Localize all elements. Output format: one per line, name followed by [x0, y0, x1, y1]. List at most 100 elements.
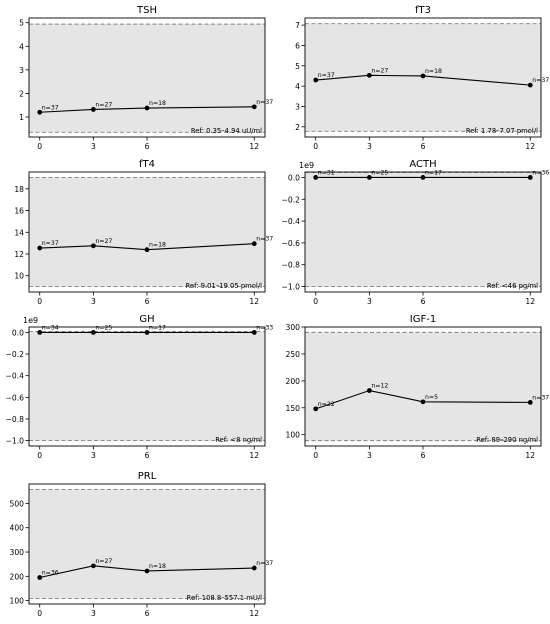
data-point: [527, 82, 533, 88]
x-tick-label: 12: [249, 297, 259, 306]
chart-title: IGF-1: [410, 314, 436, 325]
data-point: [420, 399, 426, 405]
x-tick-label: 3: [367, 142, 372, 151]
y-tick-label: −0.4: [282, 217, 301, 226]
y-tick-label: −0.6: [282, 239, 301, 248]
series-line: [315, 74, 531, 86]
reference-band: [29, 489, 265, 599]
reference-label: Ref: <8 ng/ml: [215, 436, 262, 444]
x-tick-label: 12: [525, 142, 535, 151]
chart-title: PRL: [138, 471, 157, 482]
x-tick-label: 0: [37, 297, 42, 306]
y-tick-label: 200: [286, 377, 301, 386]
x-tick-label: 3: [91, 142, 96, 151]
y-tick-label: 5: [295, 62, 300, 71]
y-tick-label: 0.0: [12, 328, 24, 337]
point-label: n=18: [425, 68, 442, 75]
y-tick-label: −0.8: [282, 261, 301, 270]
y-tick-label: 4: [19, 42, 24, 51]
y-tick-label: 100: [10, 597, 25, 606]
axis-offset-label: 1e9: [299, 161, 314, 170]
y-tick-label: 14: [14, 228, 24, 237]
data-point: [313, 406, 319, 412]
data-point: [144, 105, 150, 111]
data-point: [37, 245, 43, 251]
data-point: [37, 330, 43, 335]
x-tick-label: 6: [145, 609, 150, 618]
x-tick-label: 6: [145, 451, 150, 460]
point-label: n=27: [95, 101, 112, 108]
y-tick-label: −0.2: [6, 350, 25, 359]
point-label: n=37: [318, 72, 335, 79]
series-line: [39, 106, 255, 113]
y-tick-label: −0.6: [6, 393, 25, 402]
data-point: [144, 247, 150, 253]
point-label: n=34: [42, 324, 59, 331]
data-point: [366, 72, 372, 78]
reference-band: [29, 177, 265, 287]
y-tick-label: 6: [295, 41, 300, 50]
data-point: [420, 175, 426, 180]
point-label: n=12: [371, 383, 388, 390]
reference-label: Ref: 0.35–4.94 uU/ml: [191, 127, 262, 135]
x-tick-label: 0: [313, 142, 318, 151]
y-tick-label: 3: [295, 102, 300, 111]
data-point: [90, 107, 96, 112]
x-tick-label: 12: [249, 142, 259, 151]
data-point: [251, 565, 257, 571]
x-tick-label: 0: [37, 142, 42, 151]
chart-title: TSH: [136, 5, 157, 16]
point-label: n=18: [149, 563, 166, 570]
reference-band: [29, 24, 265, 133]
point-label: n=5: [425, 394, 438, 401]
y-tick-label: 12: [14, 250, 24, 259]
y-tick-label: −0.2: [282, 195, 301, 204]
x-tick-label: 0: [37, 451, 42, 460]
y-tick-label: 5: [19, 19, 24, 28]
chart-title: ACTH: [409, 159, 436, 170]
y-tick-label: 2: [19, 89, 24, 98]
data-point: [313, 175, 319, 180]
y-tick-label: −0.4: [6, 372, 25, 381]
axis-offset-label: 1e9: [23, 316, 38, 325]
data-point: [90, 563, 96, 569]
y-tick-label: 300: [286, 323, 301, 332]
data-point: [90, 330, 96, 335]
data-point: [366, 175, 372, 180]
data-point: [527, 175, 533, 180]
point-label: n=17: [425, 169, 442, 176]
x-tick-label: 6: [421, 451, 426, 460]
x-tick-label: 3: [367, 451, 372, 460]
y-tick-label: 0.0: [288, 173, 300, 182]
y-tick-label: 200: [10, 572, 25, 581]
point-label: n=36: [42, 570, 59, 577]
x-tick-label: 0: [37, 609, 42, 618]
series-line: [315, 389, 531, 410]
x-tick-label: 6: [421, 142, 426, 151]
point-label: n=17: [149, 324, 166, 331]
series-line: [39, 565, 255, 579]
reference-band: [305, 332, 541, 441]
y-tick-label: −0.8: [6, 415, 25, 424]
data-point: [251, 104, 257, 110]
point-label: n=22: [318, 401, 335, 408]
y-tick-label: 18: [14, 185, 24, 194]
x-tick-label: 6: [421, 297, 426, 306]
x-tick-label: 12: [525, 297, 535, 306]
y-tick-label: 300: [10, 548, 25, 557]
y-tick-label: 250: [286, 350, 301, 359]
point-label: n=27: [95, 558, 112, 565]
y-tick-label: 16: [14, 207, 24, 216]
y-tick-label: 2: [295, 123, 300, 132]
data-point: [37, 109, 43, 115]
data-point: [144, 330, 150, 335]
point-label: n=25: [371, 169, 388, 176]
x-tick-label: 3: [91, 609, 96, 618]
y-tick-label: 500: [10, 499, 25, 508]
